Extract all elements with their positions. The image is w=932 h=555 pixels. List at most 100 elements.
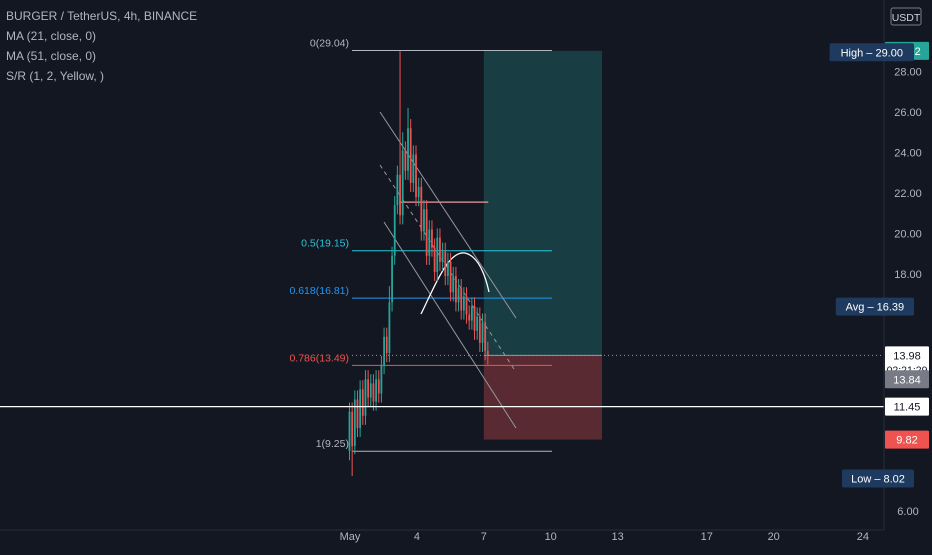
chart-legend: BURGER / TetherUS, 4h, BINANCE MA (21, c… [6, 6, 197, 86]
candle-body-51 [484, 322, 487, 351]
x-tick-3: 10 [545, 531, 557, 543]
candle-46 [470, 297, 473, 330]
candle-body-16 [391, 255, 393, 303]
price-badge-5: 11.45 [885, 397, 929, 416]
candle-17 [393, 196, 396, 265]
candle-19 [399, 51, 401, 225]
candle-body-42 [460, 288, 463, 311]
candle-15 [388, 286, 391, 363]
candle-body-36 [444, 251, 447, 277]
fib-label-2: 0.618(16.81) [289, 285, 349, 297]
candle-31 [431, 220, 433, 257]
price-badge-bg-4 [885, 370, 929, 389]
candle-body-3 [356, 399, 359, 428]
price-badge-bg-2 [835, 297, 914, 316]
candle-22 [407, 107, 409, 180]
price-badge-6: 9.82 [885, 430, 929, 449]
indicator-sr[interactable]: S/R (1, 2, Yellow, ) [6, 69, 105, 83]
channel-lower-line [383, 221, 517, 429]
candle-body-12 [380, 365, 383, 394]
candle-body-23 [409, 128, 412, 183]
candle-body-27 [420, 186, 423, 232]
candle-body-29 [425, 209, 428, 256]
candle-12 [380, 356, 383, 403]
candle-body-10 [375, 379, 377, 402]
curve-arc [420, 252, 490, 315]
candle-body-22 [407, 128, 409, 171]
candle-18 [396, 165, 399, 215]
x-tick-1: 4 [414, 531, 420, 543]
price-badge-bg-5 [885, 397, 929, 416]
candle-body-35 [441, 251, 444, 262]
x-tick-0: May [340, 531, 361, 543]
candle-16 [391, 246, 393, 312]
candle-30 [428, 220, 431, 265]
candle-body-7 [367, 379, 370, 398]
candle-11 [377, 370, 380, 403]
candle-6 [364, 370, 367, 425]
fib-label-1: 0.5(19.15) [301, 238, 349, 250]
price-badge-text-2: Avg – 16.39 [846, 302, 905, 314]
indicator-ma51[interactable]: MA (51, close, 0) [6, 49, 97, 63]
candle-body-30 [428, 229, 431, 256]
candle-20 [401, 132, 404, 225]
candle-body-2 [353, 399, 356, 447]
currency-box [890, 7, 922, 26]
candle-body-14 [385, 336, 388, 353]
candle-body-34 [439, 237, 441, 262]
candle-52 [486, 341, 489, 365]
candle-body-13 [383, 336, 385, 366]
candle-body-17 [393, 205, 396, 256]
candle-13 [383, 327, 385, 375]
price-badge-text-3: 13.98 [893, 350, 921, 362]
candle-45 [468, 305, 471, 330]
candle-body-48 [476, 316, 479, 331]
position-profit-zone [483, 50, 602, 356]
y-tick-2: 24.00 [894, 148, 922, 160]
symbol-title[interactable]: BURGER / TetherUS, 4h, BINANCE [6, 9, 198, 23]
candle-34 [439, 228, 441, 271]
candle-body-33 [436, 237, 439, 272]
candle-32 [433, 238, 436, 282]
candle-body-18 [396, 174, 399, 206]
x-tick-7: 24 [857, 531, 869, 543]
price-badge-bg-1 [829, 43, 914, 62]
price-badge-text-5: 11.45 [894, 402, 921, 414]
candle-body-5 [361, 389, 364, 416]
candle-9 [372, 374, 375, 411]
candle-body-4 [359, 389, 362, 428]
candle-37 [447, 252, 449, 286]
candle-44 [465, 287, 468, 324]
candle-29 [425, 200, 428, 265]
candle-body-20 [401, 150, 404, 216]
candle-body-39 [452, 276, 455, 293]
y-tick-5: 18.00 [894, 269, 922, 281]
candle-27 [420, 177, 423, 241]
candle-body-8 [369, 383, 372, 398]
price-badge-text-4: 13.84 [893, 374, 921, 386]
candle-body-0 [348, 411, 351, 452]
candle-body-38 [449, 261, 452, 293]
y-tick-0: 28.00 [894, 67, 922, 79]
candle-body-45 [468, 314, 471, 321]
candle-body-9 [372, 383, 375, 402]
candle-14 [385, 327, 388, 363]
candle-body-44 [465, 296, 468, 315]
candle-47 [473, 297, 476, 340]
candle-3 [356, 390, 359, 438]
candle-25 [415, 145, 417, 207]
price-badge-7: Low – 8.02 [842, 469, 914, 488]
position-risk-zone [483, 355, 602, 440]
price-badge-text-7: Low – 8.02 [851, 474, 905, 486]
candle-body-1 [351, 411, 354, 447]
candle-body-19 [399, 174, 401, 216]
fib-label-4: 1(9.25) [316, 438, 349, 450]
indicator-ma21[interactable]: MA (21, close, 0) [6, 29, 97, 43]
candle-10 [375, 370, 377, 411]
candle-body-21 [404, 150, 407, 171]
candle-21 [404, 141, 407, 180]
candle-5 [361, 380, 364, 425]
